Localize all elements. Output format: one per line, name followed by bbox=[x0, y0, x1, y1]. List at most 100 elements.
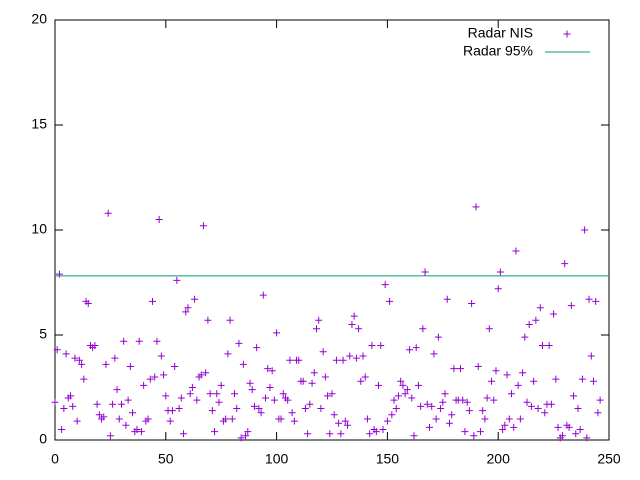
data-point bbox=[84, 300, 92, 307]
data-point bbox=[290, 417, 298, 425]
data-point bbox=[561, 260, 569, 268]
data-point bbox=[71, 354, 79, 362]
data-point bbox=[536, 304, 544, 312]
data-point bbox=[576, 426, 584, 433]
data-point bbox=[408, 394, 416, 402]
data-point bbox=[208, 407, 216, 415]
data-point bbox=[461, 428, 469, 436]
data-point bbox=[457, 365, 465, 373]
data-point bbox=[228, 415, 236, 423]
data-point bbox=[330, 411, 338, 419]
data-point bbox=[459, 396, 467, 404]
data-point bbox=[160, 371, 168, 379]
data-point bbox=[73, 417, 81, 425]
data-point bbox=[93, 400, 101, 408]
data-point bbox=[339, 356, 347, 364]
legend-swatch bbox=[563, 30, 571, 38]
data-point bbox=[100, 413, 108, 421]
data-point bbox=[574, 405, 582, 412]
data-point bbox=[516, 415, 524, 423]
data-point bbox=[149, 297, 157, 305]
data-point bbox=[463, 398, 471, 406]
data-point bbox=[279, 390, 287, 398]
data-point bbox=[67, 392, 75, 400]
data-point bbox=[499, 426, 507, 433]
data-point bbox=[379, 426, 387, 433]
data-point bbox=[567, 302, 575, 310]
data-point bbox=[377, 342, 385, 349]
x-tick-label: 50 bbox=[158, 451, 174, 467]
data-point bbox=[226, 316, 234, 324]
data-point bbox=[410, 432, 418, 440]
data-point bbox=[264, 365, 272, 373]
data-point bbox=[277, 415, 285, 423]
data-point bbox=[104, 209, 112, 217]
data-point bbox=[270, 396, 278, 404]
data-point bbox=[124, 396, 132, 404]
data-point bbox=[521, 333, 529, 341]
data-point bbox=[146, 375, 154, 383]
data-point bbox=[259, 291, 267, 299]
data-point bbox=[255, 405, 263, 412]
data-point bbox=[166, 417, 174, 425]
data-point bbox=[514, 381, 522, 389]
data-point bbox=[253, 344, 261, 352]
data-point bbox=[490, 396, 498, 404]
data-point bbox=[115, 415, 123, 423]
data-point bbox=[168, 407, 176, 415]
data-point bbox=[583, 434, 591, 442]
data-point bbox=[91, 342, 99, 349]
data-point bbox=[381, 281, 389, 289]
data-point bbox=[432, 415, 440, 423]
x-tick-label: 100 bbox=[265, 451, 289, 467]
data-point bbox=[519, 369, 527, 377]
data-point bbox=[401, 390, 409, 398]
data-point bbox=[55, 270, 63, 278]
data-point bbox=[510, 423, 518, 431]
data-point bbox=[312, 325, 320, 333]
data-point bbox=[507, 390, 515, 398]
data-point bbox=[496, 268, 504, 276]
data-point bbox=[390, 396, 398, 404]
data-point bbox=[472, 203, 480, 211]
data-point bbox=[250, 402, 258, 410]
data-point bbox=[403, 386, 411, 394]
data-point bbox=[206, 390, 214, 398]
data-point bbox=[326, 430, 334, 438]
data-point bbox=[235, 339, 243, 347]
data-point bbox=[262, 394, 270, 402]
data-point bbox=[532, 316, 540, 324]
data-point bbox=[428, 402, 436, 410]
data-point bbox=[481, 415, 489, 423]
data-point bbox=[151, 373, 159, 381]
data-point bbox=[60, 405, 68, 412]
data-point bbox=[306, 400, 314, 408]
data-point bbox=[397, 377, 405, 385]
data-point bbox=[552, 375, 560, 383]
data-point bbox=[423, 400, 431, 408]
data-point bbox=[412, 344, 420, 352]
data-point bbox=[80, 375, 88, 383]
data-point bbox=[417, 402, 425, 410]
data-point bbox=[315, 316, 323, 324]
data-point bbox=[133, 426, 141, 433]
data-point bbox=[288, 409, 296, 417]
data-point bbox=[135, 337, 143, 345]
data-point bbox=[204, 316, 212, 324]
data-point bbox=[348, 321, 356, 328]
data-point bbox=[394, 392, 402, 400]
data-point bbox=[539, 342, 547, 349]
data-point bbox=[366, 430, 374, 438]
legend-label: Radar 95% bbox=[463, 43, 533, 59]
data-point bbox=[361, 373, 369, 381]
data-point bbox=[375, 381, 383, 389]
y-tick-label: 15 bbox=[31, 116, 47, 132]
data-point bbox=[355, 325, 363, 333]
x-tick-label: 150 bbox=[376, 451, 400, 467]
data-point bbox=[594, 409, 602, 417]
data-point bbox=[106, 432, 114, 440]
data-point bbox=[558, 432, 566, 440]
data-point bbox=[191, 295, 199, 303]
data-point bbox=[171, 363, 179, 370]
data-point bbox=[199, 222, 207, 230]
